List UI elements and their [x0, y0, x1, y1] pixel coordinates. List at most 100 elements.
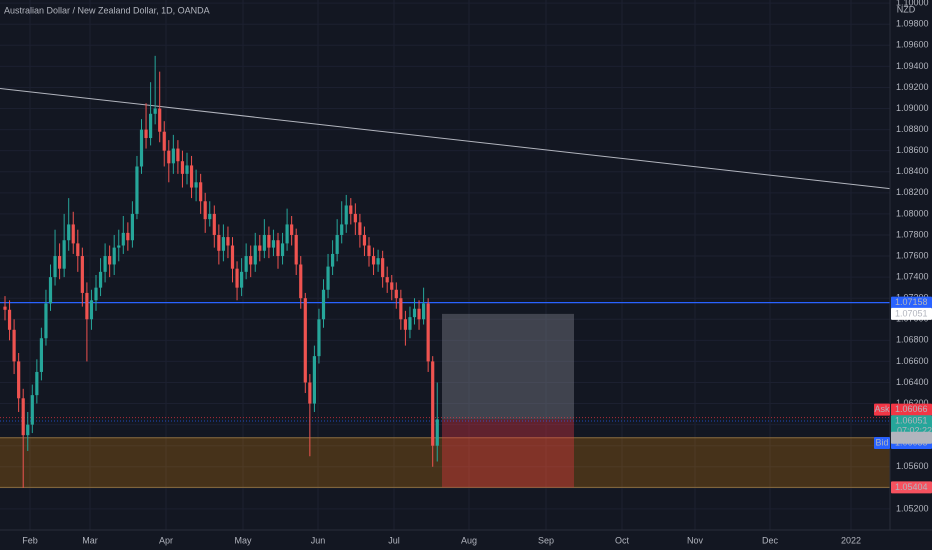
- x-tick-label: Nov: [687, 535, 704, 545]
- price-label: 1.07051: [895, 308, 928, 318]
- price-label-box: [891, 481, 932, 494]
- y-tick-label: 1.06200: [896, 398, 929, 408]
- candle-body: [21, 398, 25, 436]
- candle-body: [112, 247, 116, 265]
- candle-body: [285, 224, 289, 244]
- candle-body: [422, 303, 426, 320]
- y-tick-label: 1.06600: [896, 356, 929, 366]
- candle-body: [258, 245, 262, 251]
- price-tag-box: [874, 436, 890, 449]
- y-tick-label: 1.09800: [896, 19, 929, 29]
- y-tick-label: 1.09400: [896, 61, 929, 71]
- candle-body: [312, 356, 316, 404]
- candle-body: [308, 382, 312, 404]
- candle-body: [235, 268, 239, 288]
- x-tick-label: Sep: [538, 535, 554, 545]
- candle-body: [80, 256, 84, 293]
- candle-body: [17, 361, 21, 399]
- candle-body: [94, 287, 98, 301]
- candle-body: [403, 319, 407, 330]
- candle-body: [280, 243, 285, 257]
- y-tick-label: 1.08600: [896, 145, 929, 155]
- candle-body: [435, 419, 439, 446]
- candle-body: [408, 317, 412, 330]
- candle-body: [340, 224, 344, 235]
- candle-body: [217, 234, 221, 251]
- candle-body: [335, 234, 339, 254]
- y-tick-label: 1.06400: [896, 377, 929, 387]
- price-label: 1.06051: [895, 416, 928, 426]
- candle-body: [139, 129, 144, 167]
- price-label: 1.07158: [895, 297, 928, 307]
- candle-body: [399, 298, 403, 320]
- candle-body: [85, 292, 89, 320]
- y-tick-label: 1.08000: [896, 208, 929, 218]
- candle-body: [121, 232, 125, 246]
- candle-body: [71, 224, 75, 244]
- candle-body: [326, 266, 330, 290]
- candle-body: [185, 165, 189, 174]
- y-tick-label: 1.09600: [896, 40, 929, 50]
- price-label: 1.05404: [895, 482, 928, 492]
- candle-body: [381, 258, 385, 278]
- candle-body: [230, 245, 235, 269]
- y-tick-label: 1.07800: [896, 229, 929, 239]
- candle-body: [249, 256, 253, 265]
- x-tick-label: Dec: [762, 535, 779, 545]
- x-tick-label: Jul: [388, 535, 400, 545]
- candle-body: [417, 308, 421, 320]
- y-tick-label: 1.06800: [896, 335, 929, 345]
- price-label-box: [891, 403, 932, 416]
- y-tick-label: 1.05600: [896, 461, 929, 471]
- candle-body: [153, 108, 157, 114]
- trendline: [0, 88, 891, 190]
- x-tick-label: May: [234, 535, 252, 545]
- candle-body: [7, 309, 12, 330]
- candle-body: [12, 329, 16, 362]
- y-tick-label: 1.08200: [896, 187, 929, 197]
- candle-body: [62, 240, 66, 269]
- candle-body: [30, 395, 34, 425]
- target-area: [442, 313, 574, 420]
- candle-body: [317, 319, 321, 357]
- chart-title: Australian Dollar / New Zealand Dollar, …: [4, 5, 210, 15]
- candle-body: [44, 303, 48, 339]
- price-label-box: [891, 296, 932, 309]
- candle-body: [253, 245, 257, 265]
- candle-body: [135, 166, 139, 214]
- candle-body: [89, 300, 94, 320]
- candle-body: [194, 182, 198, 188]
- candle-body: [208, 213, 212, 220]
- candle-body: [103, 256, 107, 272]
- candle-body: [149, 113, 153, 139]
- candle-body: [412, 308, 417, 318]
- candle-body: [371, 256, 376, 265]
- candle-body: [180, 161, 185, 174]
- candle-body: [98, 271, 103, 288]
- candle-body: [76, 243, 80, 257]
- x-tick-label: Aug: [461, 535, 477, 545]
- candle-body: [35, 371, 39, 396]
- candle-body: [203, 201, 207, 220]
- candle-body: [271, 240, 276, 248]
- stop-area: [442, 419, 574, 488]
- candle-body: [130, 213, 134, 241]
- x-tick-label: Oct: [615, 535, 630, 545]
- candle-body: [358, 222, 362, 235]
- currency: NZD: [897, 4, 916, 14]
- candle-body: [394, 289, 398, 299]
- candle-body: [267, 234, 271, 248]
- x-tick-label: 2022: [841, 535, 861, 545]
- candle-body: [376, 258, 380, 265]
- candle-body: [290, 224, 294, 235]
- candle-body: [226, 237, 230, 246]
- candle-body: [344, 205, 348, 225]
- candle-body: [331, 253, 335, 267]
- y-tick-label: 1.05200: [896, 503, 929, 513]
- price-label: 1.05875: [895, 432, 928, 442]
- candle-body: [299, 264, 303, 299]
- x-tick-label: Jun: [311, 535, 326, 545]
- candle-body: [294, 234, 298, 265]
